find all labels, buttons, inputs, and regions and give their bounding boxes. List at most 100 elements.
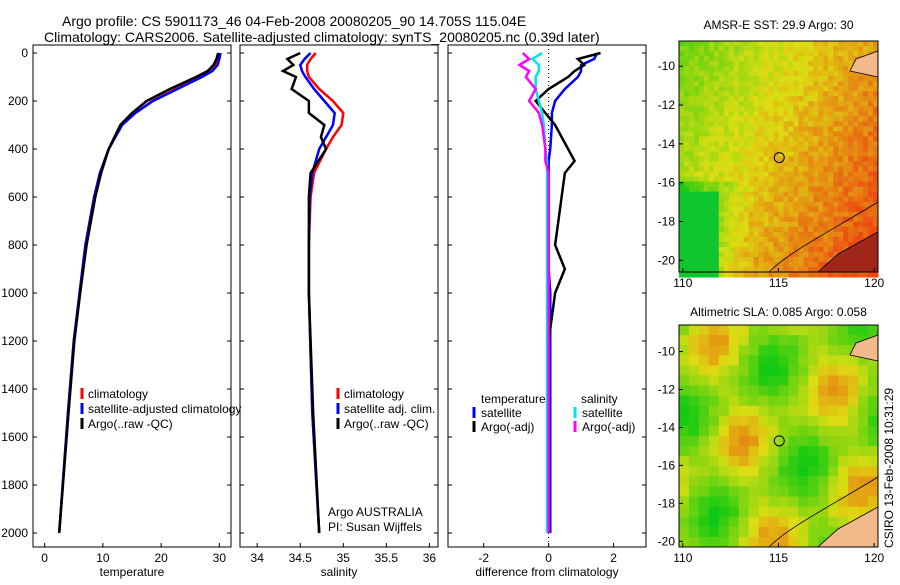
map-cell <box>798 206 804 213</box>
map-cell <box>683 111 690 117</box>
map-cell <box>738 466 750 477</box>
map-cell <box>798 111 804 117</box>
map-cell <box>813 71 819 77</box>
map-cell <box>708 176 715 183</box>
map-cell <box>713 61 720 67</box>
map-cell <box>838 81 844 87</box>
map-cell <box>703 236 710 243</box>
map-cell <box>738 51 745 57</box>
map-cell <box>838 191 844 198</box>
map-cell <box>763 66 770 72</box>
map-cell <box>708 446 720 457</box>
map-cell <box>868 166 874 173</box>
map-cell <box>679 272 685 278</box>
map-cell <box>833 241 839 248</box>
map-cell <box>783 272 789 278</box>
map-cell <box>803 131 809 137</box>
map-cell <box>723 272 730 278</box>
map-cell <box>808 415 819 427</box>
map-cell <box>698 496 710 508</box>
map-cell <box>723 216 730 223</box>
map-cell <box>723 261 730 268</box>
map-cell <box>768 216 775 223</box>
map-cell <box>813 86 819 92</box>
map-title: AMSR-E SST: 29.9 Argo: 30 <box>703 18 853 32</box>
map-cell <box>703 266 710 273</box>
map-cell <box>728 266 735 273</box>
map-cell <box>853 231 859 238</box>
map-cell <box>838 46 844 52</box>
map-cell <box>783 266 789 273</box>
map-cell <box>808 131 814 137</box>
map-cell <box>783 251 789 258</box>
map-cell <box>733 251 740 258</box>
map-cell <box>748 516 760 528</box>
map-cell <box>703 76 710 82</box>
map-cell <box>793 106 799 112</box>
map-cell <box>858 91 864 97</box>
map-cell <box>823 111 829 117</box>
map-cell <box>768 66 775 72</box>
map-cell <box>748 126 755 132</box>
map-cell <box>708 456 720 467</box>
map-cell <box>703 161 710 168</box>
map-cell <box>688 186 695 193</box>
map-cell <box>693 171 700 178</box>
map-cell <box>693 131 700 137</box>
map-cell <box>778 81 784 87</box>
map-cell <box>679 176 685 183</box>
map-cell <box>873 106 879 112</box>
map-cell <box>768 71 775 77</box>
map-cell <box>728 161 735 168</box>
map-cell <box>728 106 735 112</box>
map-cell <box>679 266 685 273</box>
y-tick-label: -14 <box>658 137 676 151</box>
map-cell <box>808 221 814 228</box>
map-cell <box>823 66 829 72</box>
map-cell <box>828 246 834 253</box>
map-cell <box>708 61 715 67</box>
map-cell <box>748 415 760 427</box>
map-cell <box>683 116 690 122</box>
map-cell <box>808 216 814 223</box>
map-cell <box>783 171 789 178</box>
map-cell <box>788 156 794 163</box>
map-cell <box>713 246 720 253</box>
map-cell <box>793 246 799 253</box>
map-cell <box>698 446 710 457</box>
map-cell <box>783 196 789 203</box>
map-cell <box>778 335 789 346</box>
map-cell <box>703 116 710 122</box>
y-tick-label: 1400 <box>1 382 28 396</box>
map-cell <box>738 171 745 178</box>
map-cell <box>693 221 700 228</box>
map-cell <box>723 51 730 57</box>
map-cell <box>873 121 879 127</box>
map-cell <box>773 161 779 168</box>
map-cell <box>758 51 765 57</box>
map-cell <box>798 121 804 127</box>
map-cell <box>693 111 700 117</box>
map-cell <box>798 116 804 122</box>
map-cell <box>783 71 789 77</box>
map-cell <box>698 46 705 52</box>
map-cell <box>703 211 710 218</box>
map-cell <box>679 186 685 193</box>
map-cell <box>808 56 814 62</box>
map-cell <box>788 121 794 127</box>
map-cell <box>863 201 869 208</box>
map-cell <box>679 395 690 407</box>
map-cell <box>858 486 869 498</box>
map-cell <box>838 236 844 243</box>
map-cell <box>798 436 809 447</box>
map-cell <box>743 251 750 258</box>
map-cell <box>783 221 789 228</box>
map-cell <box>738 246 745 253</box>
map-cell <box>723 121 730 127</box>
map-cell <box>688 325 700 336</box>
map-cell <box>738 126 745 132</box>
map-cell <box>728 486 740 498</box>
map-cell <box>808 181 814 188</box>
map-cell <box>818 51 824 57</box>
